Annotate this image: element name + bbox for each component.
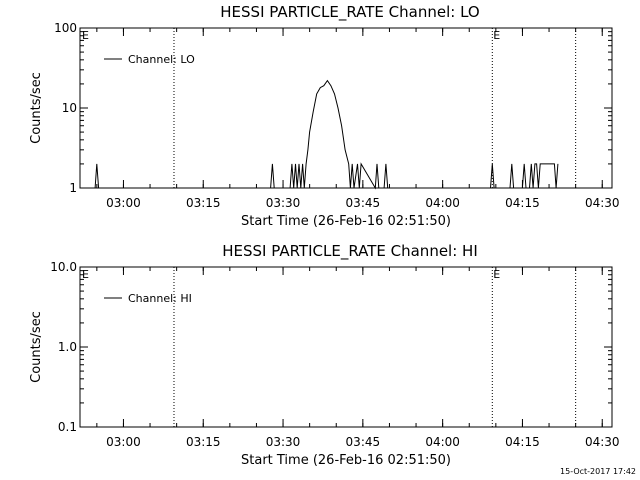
footer-timestamp: 15-Oct-2017 17:42 — [560, 467, 636, 476]
x-tick-label: 03:45 — [346, 196, 381, 210]
x-tick-label: 03:30 — [266, 435, 301, 449]
panel-lo: HESSI PARTICLE_RATE Channel: LO 1 10 100 0… — [29, 3, 620, 229]
x-axis-hi: 03:00 03:15 03:30 03:45 04:00 04:15 04:30 — [96, 267, 620, 449]
y-tick-label: 100 — [54, 21, 77, 35]
series-line — [94, 79, 559, 190]
x-tick-label: 04:30 — [585, 196, 620, 210]
y-tick-label: 10 — [62, 101, 77, 115]
x-tick-label: 03:00 — [106, 196, 141, 210]
x-axis-label-hi: Start Time (26-Feb-16 02:51:50) — [241, 453, 451, 468]
x-tick-label: 04:15 — [505, 196, 540, 210]
panel-hi: HESSI PARTICLE_RATE Channel: HI 0.1 1.0 10… — [29, 242, 620, 468]
x-tick-label: 04:15 — [505, 435, 540, 449]
x-tick-label: 03:15 — [186, 196, 221, 210]
y-axis-label-hi: Counts/sec — [29, 311, 44, 383]
x-tick-label: 03:45 — [346, 435, 381, 449]
y-tick-label: 10.0 — [50, 260, 77, 274]
x-tick-label: 04:30 — [585, 435, 620, 449]
y-tick-label: 1 — [69, 181, 77, 195]
legend-label-lo: Channel: LO — [128, 53, 195, 66]
x-axis-label-lo: Start Time (26-Feb-16 02:51:50) — [241, 214, 451, 229]
series-lo — [94, 79, 559, 190]
x-tick-label: 04:00 — [425, 196, 460, 210]
y-axis-label-lo: Counts/sec — [29, 72, 44, 144]
y-tick-label: 1.0 — [58, 340, 77, 354]
y-axis-hi: 0.1 1.0 10.0 — [50, 260, 612, 434]
x-tick-label: 03:30 — [266, 196, 301, 210]
y-axis-lo: 1 10 100 — [54, 21, 612, 195]
legend-label-hi: Channel: HI — [128, 292, 192, 305]
marker-label-e: E — [493, 268, 500, 281]
chart-title-hi: HESSI PARTICLE_RATE Channel: HI — [222, 242, 478, 261]
marker-label-e: E — [82, 268, 89, 281]
x-axis-lo: 03:00 03:15 03:30 03:45 04:00 04:15 04:30 — [96, 28, 620, 210]
marker-label-e: E — [493, 29, 500, 42]
x-tick-label: 04:00 — [425, 435, 460, 449]
plot-frame-lo — [79, 27, 613, 189]
x-tick-label: 03:00 — [106, 435, 141, 449]
y-tick-label: 0.1 — [58, 420, 77, 434]
chart-title-lo: HESSI PARTICLE_RATE Channel: LO — [220, 3, 479, 22]
plot-frame-hi — [79, 266, 613, 428]
marker-label-e: E — [82, 29, 89, 42]
x-tick-label: 03:15 — [186, 435, 221, 449]
